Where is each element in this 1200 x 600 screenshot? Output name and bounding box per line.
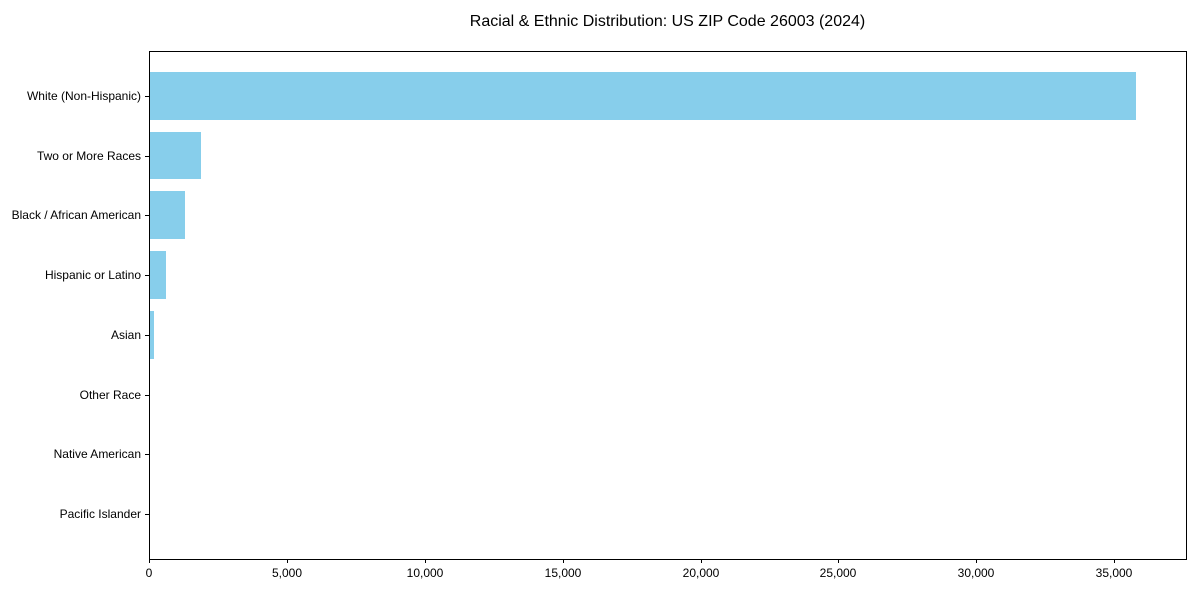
y-tick-mark [145,275,149,276]
x-tick-label: 0 [145,566,153,580]
bar [149,191,185,240]
y-tick-label: Hispanic or Latino [44,268,141,282]
x-tick-mark [425,559,426,563]
chart-title: Racial & Ethnic Distribution: US ZIP Cod… [469,13,866,30]
x-tick-mark [563,559,564,563]
x-tick-label: 30,000 [957,566,995,580]
y-tick-mark [145,156,149,157]
y-tick-label: Other Race [79,388,141,402]
x-tick-mark [287,559,288,563]
x-tick-label: 35,000 [1095,566,1133,580]
bar [149,311,154,359]
x-tick-mark [701,559,702,563]
y-tick-mark [145,514,149,515]
x-tick-label: 25,000 [819,566,857,580]
bar [149,251,166,299]
y-tick-label: Two or More Races [36,149,141,163]
y-tick-mark [145,96,149,97]
x-tick-label: 10,000 [406,566,444,580]
x-tick-mark [1114,559,1115,563]
y-tick-mark [145,215,149,216]
bar [149,131,202,180]
bar [149,71,1137,120]
x-tick-label: 15,000 [544,566,582,580]
y-tick-label: Black / African American [11,208,141,222]
y-tick-mark [145,395,149,396]
y-tick-mark [145,335,149,336]
bar [149,370,151,419]
x-tick-mark [149,559,150,563]
x-tick-label: 20,000 [682,566,720,580]
x-tick-mark [976,559,977,563]
x-tick-label: 5,000 [271,566,303,580]
x-tick-mark [838,559,839,563]
y-tick-mark [145,454,149,455]
plot-area [149,51,1186,559]
y-tick-label: White (Non-Hispanic) [26,89,141,103]
y-tick-label: Pacific Islander [59,507,141,521]
y-tick-label: Native American [53,447,141,461]
y-tick-label: Asian [110,328,141,342]
